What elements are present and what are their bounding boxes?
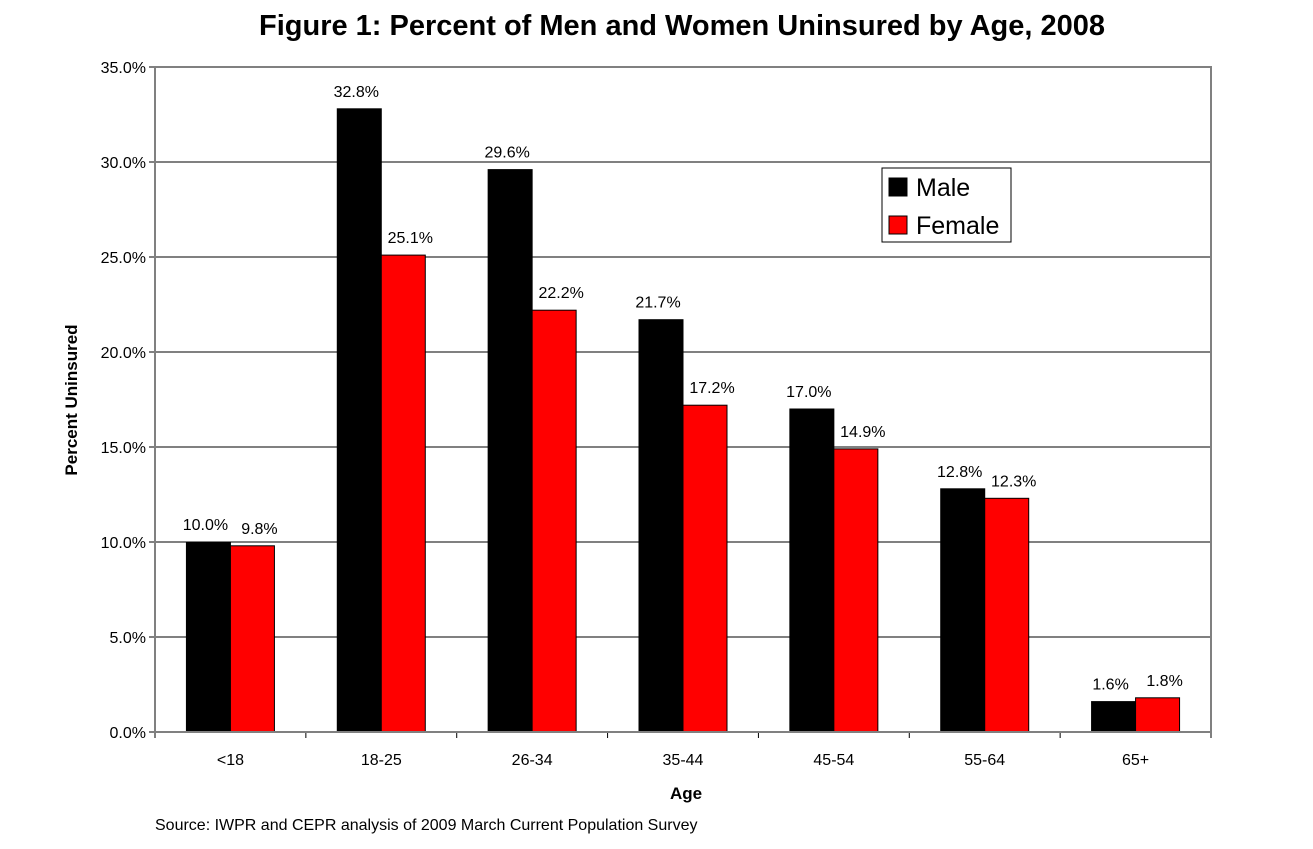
- legend-label-male: Male: [916, 174, 970, 202]
- source-note: Source: IWPR and CEPR analysis of 2009 M…: [155, 817, 697, 834]
- data-label-female-2: 25.1%: [388, 230, 433, 247]
- y-tick-label: 20.0%: [101, 345, 146, 362]
- y-tick-label: 35.0%: [101, 60, 146, 77]
- y-axis-ticks: 0.0% 5.0% 10.0% 15.0% 20.0% 25.0% 30.0% 35.0%: [101, 60, 155, 742]
- data-label-female-6: 12.3%: [991, 473, 1036, 490]
- bar-female-7: [1135, 697, 1181, 733]
- legend-swatch-female: [888, 215, 908, 235]
- data-label-female-3: 22.2%: [538, 285, 583, 302]
- data-label-male-7: 1.6%: [1092, 677, 1128, 694]
- bars: [185, 108, 1181, 733]
- legend-label-female: Female: [916, 212, 999, 240]
- y-tick-label: 15.0%: [101, 440, 146, 457]
- legend: Male Female: [881, 167, 1012, 243]
- x-tick-label: 26-34: [512, 752, 553, 769]
- data-label-male-5: 17.0%: [786, 384, 831, 401]
- y-axis-label: Percent Uninsured: [62, 324, 81, 475]
- data-label-female-4: 17.2%: [689, 380, 734, 397]
- bar-male-3: [487, 169, 533, 733]
- bar-male-6: [940, 488, 986, 733]
- y-tick-label: 0.0%: [110, 725, 146, 742]
- y-tick-label: 30.0%: [101, 155, 146, 172]
- data-label-male-6: 12.8%: [937, 464, 982, 481]
- plot-area-frame: [154, 66, 1212, 733]
- bar-female-6: [984, 497, 1030, 733]
- bar-male-2: [336, 108, 382, 733]
- data-label-male-2: 32.8%: [334, 84, 379, 101]
- x-tick-label: 65+: [1122, 752, 1149, 769]
- bar-female-2: [380, 254, 426, 733]
- x-axis-label: Age: [670, 784, 702, 803]
- bar-female-5: [833, 448, 879, 733]
- data-label-female-7: 1.8%: [1146, 673, 1182, 690]
- bar-male-5: [789, 408, 835, 733]
- data-label-male-4: 21.7%: [635, 295, 680, 312]
- chart-title: Figure 1: Percent of Men and Women Unins…: [259, 10, 1105, 42]
- bar-female-4: [682, 404, 728, 733]
- x-tick-label: 45-54: [813, 752, 854, 769]
- data-label-female-1: 9.8%: [241, 521, 277, 538]
- y-tick-label: 10.0%: [101, 535, 146, 552]
- x-tick-label: <18: [217, 752, 244, 769]
- bar-male-7: [1091, 701, 1137, 733]
- x-axis-ticks: <18 18-25 26-34 35-44 45-54 55-64 65+: [154, 732, 1212, 769]
- y-tick-label: 5.0%: [110, 630, 146, 647]
- data-label-male-3: 29.6%: [484, 145, 529, 162]
- bar-female-3: [531, 309, 577, 733]
- legend-swatch-male: [888, 177, 908, 197]
- data-labels: 10.0% 32.8% 29.6% 21.7% 17.0% 12.8% 1.6% 9.8% 25…: [183, 84, 1183, 694]
- x-tick-label: 55-64: [964, 752, 1005, 769]
- data-label-female-5: 14.9%: [840, 424, 885, 441]
- bar-female-1: [229, 545, 275, 733]
- bar-male-4: [638, 319, 684, 733]
- x-tick-label: 35-44: [663, 752, 704, 769]
- bar-male-1: [185, 541, 231, 733]
- x-tick-label: 18-25: [361, 752, 402, 769]
- data-label-male-1: 10.0%: [183, 517, 228, 534]
- y-tick-label: 25.0%: [101, 250, 146, 267]
